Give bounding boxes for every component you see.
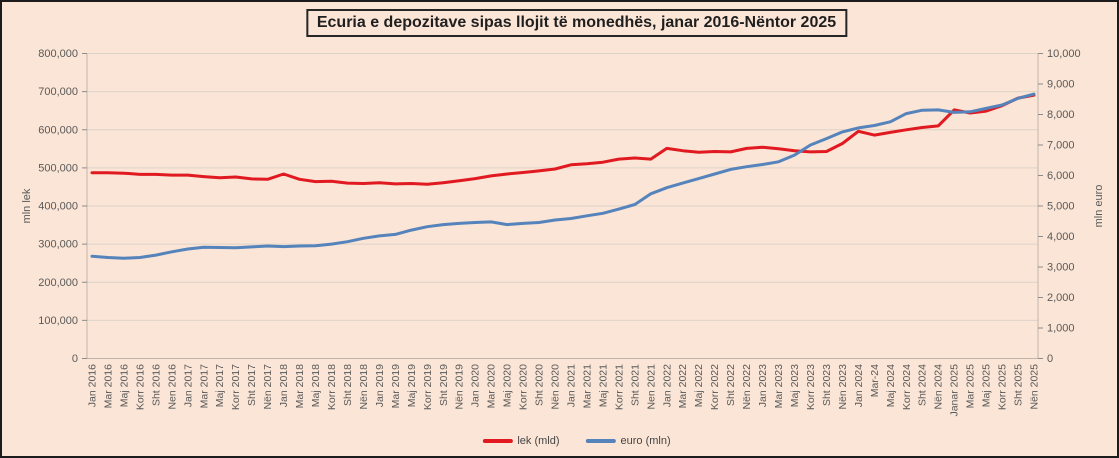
svg-text:7,000: 7,000 (1047, 140, 1075, 152)
svg-text:500,000: 500,000 (38, 162, 78, 174)
lek-series-line (90, 93, 1036, 186)
svg-text:100,000: 100,000 (38, 315, 78, 327)
svg-text:Mar-24: Mar-24 (869, 364, 881, 397)
svg-text:3,000: 3,000 (1047, 262, 1075, 274)
svg-text:Korr 2018: Korr 2018 (326, 364, 338, 410)
svg-text:Nën 2022: Nën 2022 (741, 364, 753, 410)
svg-text:Jan 2023: Jan 2023 (757, 364, 769, 407)
svg-text:Korr 2019: Korr 2019 (422, 364, 434, 410)
svg-text:Mar 2016: Mar 2016 (102, 364, 114, 409)
left-axis-title: mln lek (21, 188, 33, 224)
svg-text:Janar 2025: Janar 2025 (949, 364, 961, 417)
svg-text:Korr 2025: Korr 2025 (997, 364, 1009, 410)
svg-text:Jan 2019: Jan 2019 (374, 364, 386, 407)
svg-text:Nen 2021: Nen 2021 (645, 364, 657, 410)
svg-text:Maj 2021: Maj 2021 (597, 364, 609, 407)
chart-title: Ecuria e depozitave sipas llojit të mone… (305, 9, 848, 37)
svg-text:Nen 2016: Nen 2016 (166, 364, 178, 410)
svg-text:Maj 2024: Maj 2024 (885, 364, 897, 407)
svg-text:Mar 2019: Mar 2019 (390, 364, 402, 409)
euro-series-line (90, 92, 1036, 260)
svg-text:Mar 2020: Mar 2020 (486, 364, 498, 409)
svg-text:Jan 2016: Jan 2016 (87, 364, 99, 407)
svg-text:Jan 2017: Jan 2017 (182, 364, 194, 407)
svg-text:Nën 2020: Nën 2020 (550, 364, 562, 410)
svg-text:Korr 2021: Korr 2021 (613, 364, 625, 410)
svg-text:400,000: 400,000 (38, 201, 78, 213)
svg-text:Sht 2017: Sht 2017 (246, 364, 258, 406)
svg-text:0: 0 (1047, 353, 1053, 365)
svg-text:8,000: 8,000 (1047, 109, 1075, 121)
svg-text:4,000: 4,000 (1047, 231, 1075, 243)
svg-text:Korr 2023: Korr 2023 (805, 364, 817, 410)
chart-legend: lek (mld) euro (mln) (482, 435, 671, 447)
right-axis-title: mln euro (1093, 184, 1105, 228)
svg-text:700,000: 700,000 (38, 86, 78, 98)
svg-text:Maj 2023: Maj 2023 (789, 364, 801, 407)
svg-text:Sht 2018: Sht 2018 (342, 364, 354, 406)
svg-text:Sht 2023: Sht 2023 (821, 364, 833, 406)
svg-text:2,000: 2,000 (1047, 292, 1075, 304)
svg-text:Jan 2020: Jan 2020 (470, 364, 482, 407)
svg-text:Maj 2018: Maj 2018 (310, 364, 322, 407)
svg-text:Sht 2024: Sht 2024 (917, 364, 929, 406)
svg-text:Maj 2019: Maj 2019 (406, 364, 418, 407)
svg-text:Jan 2022: Jan 2022 (661, 364, 673, 407)
svg-text:Jan 2018: Jan 2018 (278, 364, 290, 407)
svg-text:Maj 2017: Maj 2017 (214, 364, 226, 407)
svg-text:Maj 2020: Maj 2020 (502, 364, 514, 407)
svg-text:Mar 2018: Mar 2018 (294, 364, 306, 409)
svg-text:Mar 2021: Mar 2021 (581, 364, 593, 409)
svg-text:Maj 2025: Maj 2025 (981, 364, 993, 407)
svg-text:Jan 2021: Jan 2021 (565, 364, 577, 407)
svg-text:600,000: 600,000 (38, 124, 78, 136)
svg-text:6,000: 6,000 (1047, 170, 1075, 182)
svg-text:Maj 2022: Maj 2022 (693, 364, 705, 407)
svg-text:0: 0 (72, 353, 78, 365)
svg-text:9,000: 9,000 (1047, 79, 1075, 91)
euro-line-swatch (585, 439, 616, 443)
svg-text:Sht 2021: Sht 2021 (629, 364, 641, 406)
svg-text:Sht 2022: Sht 2022 (725, 364, 737, 406)
svg-text:Sht 2020: Sht 2020 (534, 364, 546, 406)
svg-text:Jan 2024: Jan 2024 (853, 364, 865, 407)
svg-text:Mar 2022: Mar 2022 (677, 364, 689, 409)
legend-item-lek: lek (mld) (482, 435, 560, 447)
svg-text:Sht 2019: Sht 2019 (438, 364, 450, 406)
svg-text:Nën 2023: Nën 2023 (837, 364, 849, 410)
svg-text:10,000: 10,000 (1047, 48, 1081, 60)
svg-text:Nën 2025: Nën 2025 (1029, 364, 1041, 410)
svg-text:5,000: 5,000 (1047, 201, 1075, 213)
svg-text:Mar 2023: Mar 2023 (773, 364, 785, 409)
legend-item-euro: euro (mln) (585, 435, 671, 447)
svg-text:Korr 2016: Korr 2016 (134, 364, 146, 410)
svg-text:Korr 2022: Korr 2022 (709, 364, 721, 410)
svg-text:Korr 2017: Korr 2017 (230, 364, 242, 410)
gridlines (87, 53, 1038, 359)
svg-text:Nën 2019: Nën 2019 (454, 364, 466, 410)
legend-label-euro: euro (mln) (620, 435, 671, 447)
svg-text:Sht 2016: Sht 2016 (150, 364, 162, 406)
svg-text:Mar 2025: Mar 2025 (965, 364, 977, 409)
right-axis-labels: 0 1,000 2,000 3,000 4,000 5,000 6,000 7,000 8,00… (1038, 48, 1081, 365)
svg-text:Korr 2020: Korr 2020 (518, 364, 530, 410)
svg-text:Mar 2017: Mar 2017 (198, 364, 210, 409)
svg-text:Nën 2017: Nën 2017 (262, 364, 274, 410)
svg-text:Maj 2016: Maj 2016 (118, 364, 130, 407)
svg-text:Nën 2024: Nën 2024 (933, 364, 945, 410)
lek-line-swatch (482, 439, 513, 443)
x-axis-labels: Jan 2016 Mar 2016 Maj 2016 Korr 2016 Sht 201… (87, 364, 1041, 417)
svg-text:Sht 2025: Sht 2025 (1013, 364, 1025, 406)
legend-label-lek: lek (mld) (517, 435, 560, 447)
svg-text:300,000: 300,000 (38, 239, 78, 251)
left-axis-labels: 0 100,000 200,000 300,000 400,000 500,000 600,… (38, 48, 87, 365)
svg-text:200,000: 200,000 (38, 277, 78, 289)
svg-text:800,000: 800,000 (38, 48, 78, 60)
svg-text:Nën 2018: Nën 2018 (358, 364, 370, 410)
svg-text:Korr 2024: Korr 2024 (901, 364, 913, 410)
svg-text:1,000: 1,000 (1047, 323, 1075, 335)
